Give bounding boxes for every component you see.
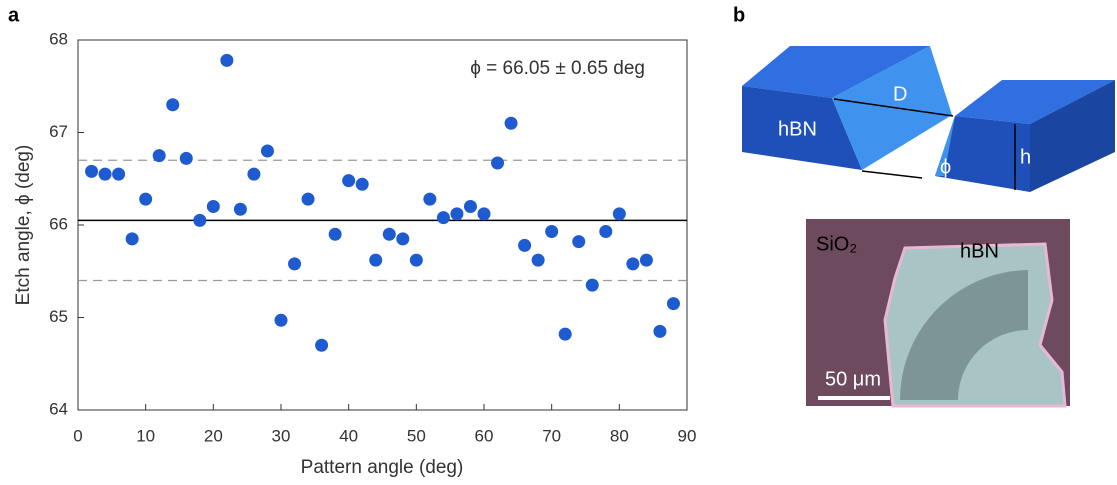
y-tick-label: 64	[49, 399, 68, 418]
data-point	[491, 156, 505, 170]
data-point	[247, 167, 261, 181]
data-point	[179, 151, 193, 165]
panel-label: b	[733, 4, 745, 26]
data-point	[206, 200, 220, 213]
data-point	[653, 324, 667, 338]
top-face	[955, 80, 1115, 124]
data-point	[518, 238, 532, 252]
dimension-line	[833, 98, 954, 117]
data-point	[436, 211, 450, 225]
data-point	[477, 207, 491, 221]
y-tick-label: 67	[49, 122, 68, 141]
data-point	[85, 164, 99, 178]
x-tick-label: 50	[407, 426, 426, 445]
data-point	[396, 232, 410, 246]
data-point	[666, 297, 680, 311]
front-face	[742, 86, 862, 170]
dimension-label: D	[893, 83, 907, 105]
data-point	[409, 253, 423, 267]
y-tick-label: 68	[49, 29, 68, 48]
y-tick-label: 66	[49, 214, 68, 233]
data-point	[531, 253, 545, 267]
flake-label: hBN	[960, 240, 999, 262]
data-point	[112, 167, 126, 181]
data-point	[558, 327, 572, 341]
dimension-label: h	[1020, 146, 1031, 168]
data-point	[450, 207, 464, 221]
data-point	[288, 257, 302, 271]
data-point	[166, 98, 180, 112]
substrate-label: SiO₂	[816, 233, 857, 255]
top-face	[742, 46, 930, 98]
data-point	[98, 167, 112, 181]
scatter-plot: 0 10 20 30 40 50 60 70 80 90 64 65 66 67 68	[49, 29, 696, 445]
x-tick-label: 20	[204, 426, 223, 445]
x-tick-label: 80	[610, 426, 629, 445]
data-point	[233, 202, 247, 216]
data-point	[220, 53, 234, 67]
side-face	[1030, 80, 1115, 192]
data-point	[355, 177, 369, 191]
micrograph: SiO₂ hBN 50 μm	[806, 219, 1070, 408]
front-face	[935, 116, 1030, 192]
data-point	[369, 253, 383, 267]
x-tick-label: 70	[542, 426, 561, 445]
data-point	[193, 213, 207, 227]
data-point	[139, 192, 153, 206]
block-label: hBN	[778, 118, 817, 140]
data-point	[328, 227, 342, 241]
plot-frame	[77, 39, 688, 411]
x-tick-label: 90	[678, 426, 697, 445]
grating	[900, 270, 1028, 400]
slant-face	[935, 116, 955, 176]
x-axis-label: Pattern angle (deg)	[301, 457, 464, 478]
panel-label: a	[8, 4, 20, 26]
data-point	[260, 144, 274, 158]
data-point	[423, 192, 437, 206]
dimension-line	[861, 170, 923, 179]
data-point	[572, 235, 586, 249]
x-tick-label: 0	[73, 426, 82, 445]
etch-diagram: hBN D d ϕ h	[742, 46, 1115, 192]
data-point	[612, 207, 626, 221]
angle-label: ϕ	[940, 156, 951, 178]
data-point	[152, 149, 166, 163]
scale-bar-label: 50 μm	[825, 368, 881, 390]
dimension-label: d	[887, 148, 898, 170]
data-point	[626, 257, 640, 271]
annotation: ϕ = 66.05 ± 0.65 deg	[470, 58, 645, 79]
data-point	[545, 224, 559, 238]
data-point	[639, 253, 653, 267]
data-point	[599, 224, 613, 238]
data-point	[274, 313, 288, 327]
y-tick-label: 65	[49, 307, 68, 326]
data-point	[382, 227, 396, 241]
data-point	[585, 278, 599, 292]
data-point	[301, 192, 315, 206]
x-tick-label: 40	[339, 426, 358, 445]
data-point	[463, 200, 477, 213]
data-point	[125, 232, 139, 246]
data-point	[504, 116, 518, 130]
data-point	[315, 338, 329, 352]
data-point	[342, 174, 356, 188]
y-axis-label: Etch angle, ϕ (deg)	[13, 145, 34, 306]
x-tick-label: 10	[136, 426, 155, 445]
x-tick-label: 60	[475, 426, 494, 445]
x-tick-label: 30	[272, 426, 291, 445]
